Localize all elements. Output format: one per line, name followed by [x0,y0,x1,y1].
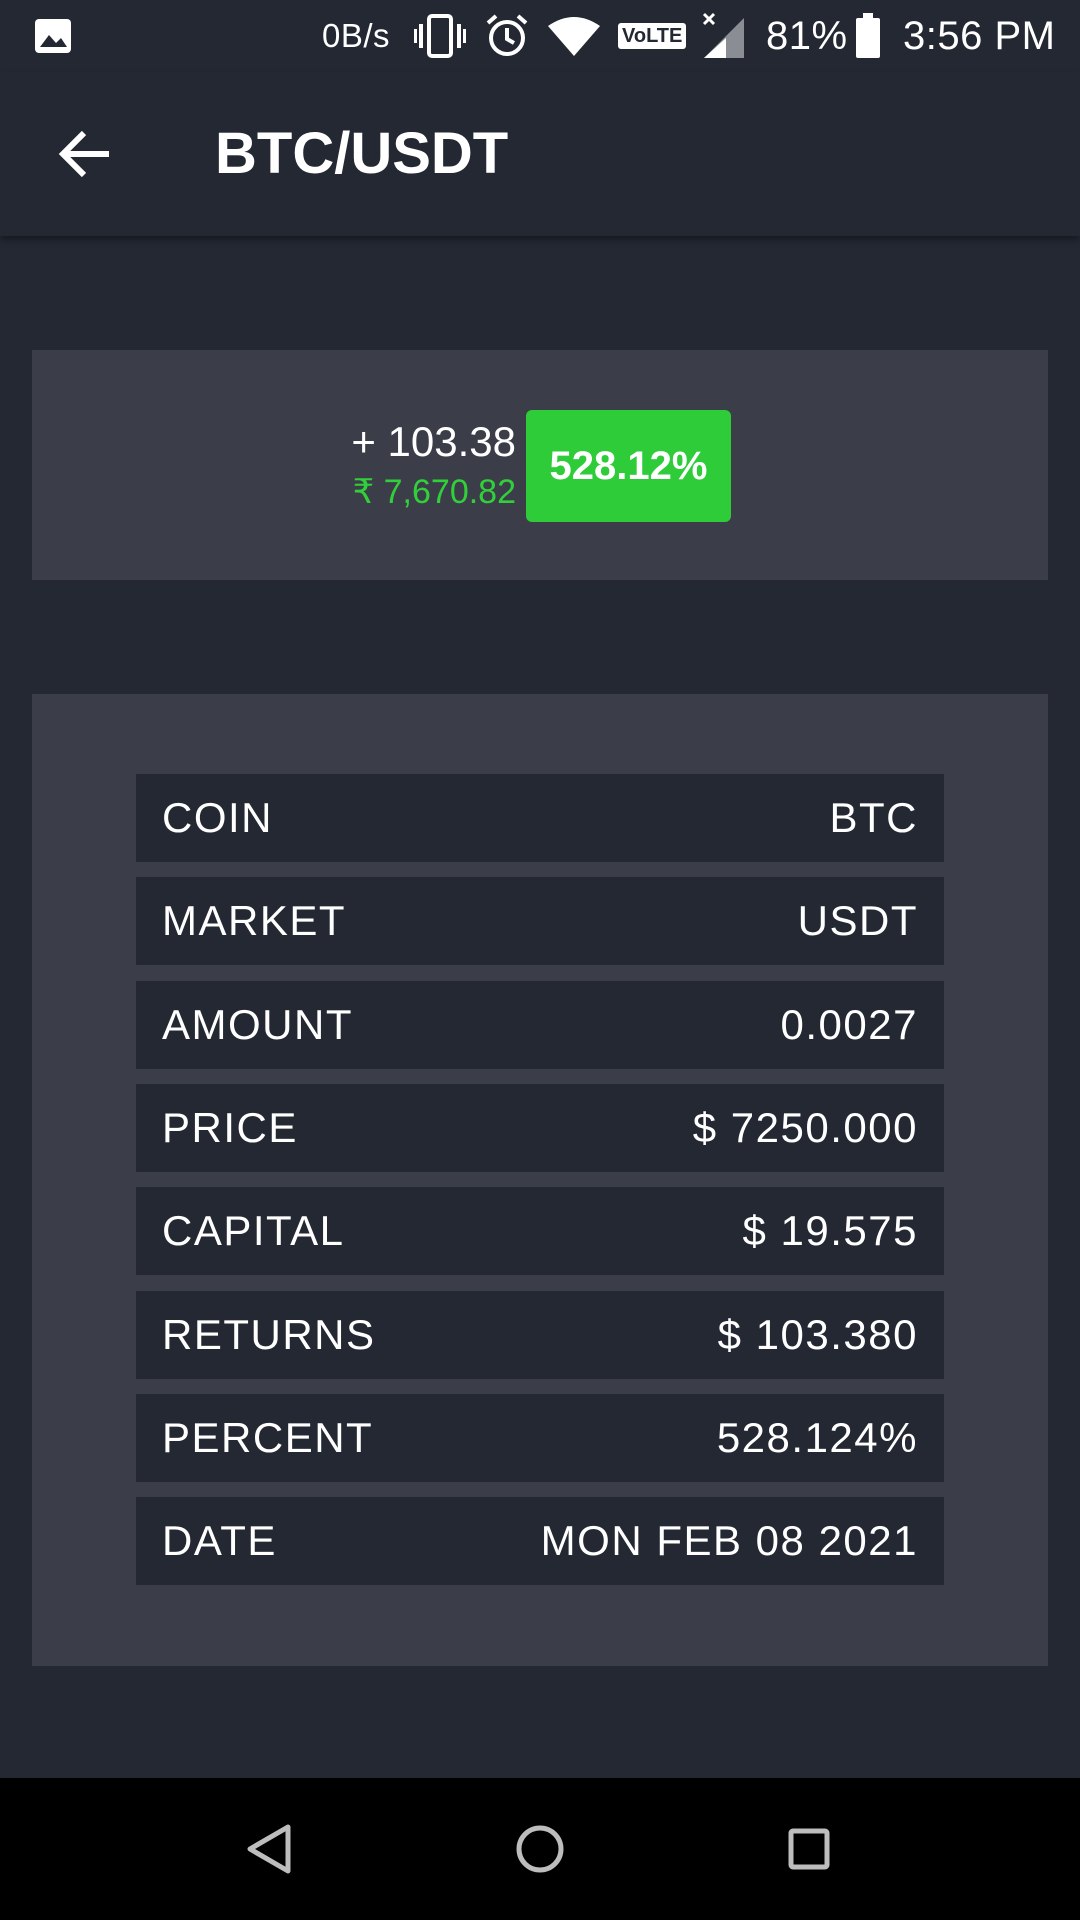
row-value: $ 103.380 [717,1311,918,1358]
row-value: 528.124% [716,1414,918,1461]
row-value: 0.0027 [780,1001,918,1048]
row-value: BTC [829,794,918,841]
gain-inr: ₹ 7,670.82 [352,473,516,511]
percent-badge: 528.12% [526,410,731,522]
nav-home-button[interactable] [505,1814,575,1884]
detail-row-percent: PERCENT 528.124% [136,1394,944,1482]
vibrate-icon [414,0,466,72]
detail-row-capital: CAPITAL $ 19.575 [136,1187,944,1275]
circle-home-icon [516,1825,564,1873]
page-title: BTC/USDT [215,121,509,186]
detail-row-amount: AMOUNT 0.0027 [136,981,944,1069]
row-label: PRICE [162,1104,298,1151]
row-label: MARKET [162,897,347,944]
detail-row-date: DATE MON FEB 08 2021 [136,1497,944,1585]
back-button[interactable] [40,114,130,194]
row-value: $ 19.575 [742,1207,918,1254]
row-label: RETURNS [162,1311,376,1358]
row-label: PERCENT [162,1414,374,1461]
detail-row-market: MARKET USDT [136,877,944,965]
wifi-icon [548,0,600,72]
triangle-back-icon [247,1824,291,1874]
row-value: MON FEB 08 2021 [540,1517,918,1564]
battery-percent: 81% [766,13,848,58]
nav-recents-button[interactable] [774,1814,844,1884]
content: + 103.38 ₹ 7,670.82 528.12% COIN BTC MAR… [0,236,1080,1778]
clock-time: 3:56 PM [903,13,1056,58]
row-label: COIN [162,794,273,841]
detail-row-price: PRICE $ 7250.000 [136,1084,944,1172]
system-nav-bar [0,1778,1080,1920]
status-bar: 0B/s VoLTE 81% [0,0,1080,72]
details-card: COIN BTC MARKET USDT AMOUNT 0.0027 PRICE… [32,694,1048,1666]
gain-absolute: + 103.38 [351,418,516,465]
app-bar: BTC/USDT [0,72,1080,236]
detail-row-coin: COIN BTC [136,774,944,862]
cell-signal-icon [700,0,744,72]
nav-back-button[interactable] [234,1814,304,1884]
row-label: CAPITAL [162,1207,345,1254]
arrow-left-icon [58,130,109,178]
alarm-icon [484,0,530,72]
row-label: DATE [162,1517,277,1564]
volte-icon: VoLTE [618,0,687,72]
row-value: $ 7250.000 [692,1104,918,1151]
gallery-notification-icon [34,0,72,72]
row-label: AMOUNT [162,1001,353,1048]
square-recents-icon [788,1828,830,1870]
detail-row-returns: RETURNS $ 103.380 [136,1291,944,1379]
net-speed: 0B/s [322,17,391,54]
battery-icon [855,0,881,72]
row-value: USDT [797,897,918,944]
summary-card: + 103.38 ₹ 7,670.82 528.12% [32,350,1048,580]
